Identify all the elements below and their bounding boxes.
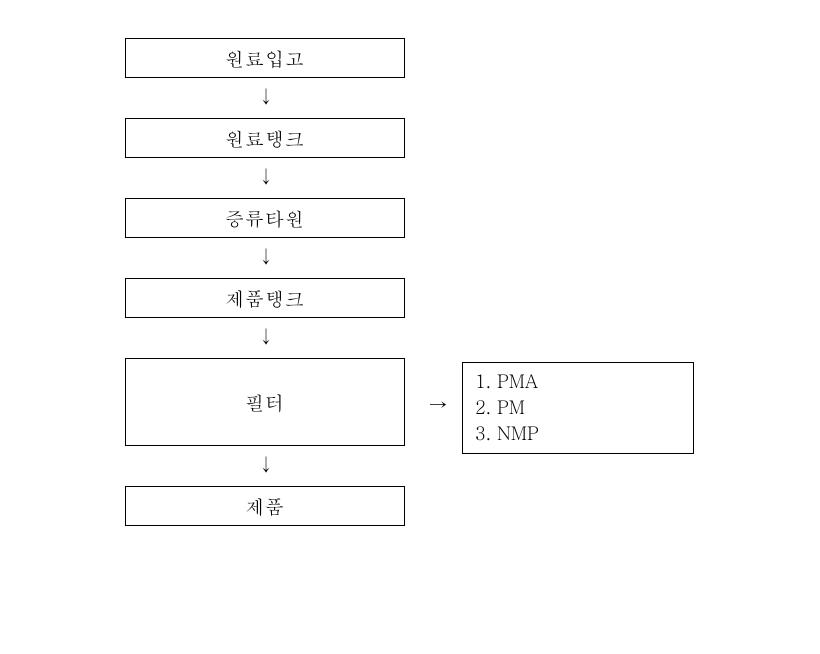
arrow-right-icon: → — [426, 392, 450, 417]
flow-node-label: 증류타원 — [225, 205, 305, 232]
arrow-down-icon: ↓ — [256, 244, 276, 269]
flow-node-raw-intake: 원료입고 — [125, 38, 405, 78]
side-list-box: 1. PMA 2. PM 3. NMP — [462, 362, 694, 454]
arrow-down-icon: ↓ — [256, 324, 276, 349]
flow-node-distillation: 증류타원 — [125, 198, 405, 238]
flow-node-label: 원료입고 — [225, 45, 305, 72]
flow-node-filter: 필터 — [125, 358, 405, 446]
side-list-item: 2. PM — [475, 395, 681, 421]
flow-node-label: 제품탱크 — [225, 285, 305, 312]
flow-node-label: 필터 — [245, 389, 285, 416]
flow-node-product: 제품 — [125, 486, 405, 526]
flow-node-label: 제품 — [245, 493, 285, 520]
flow-node-product-tank: 제품탱크 — [125, 278, 405, 318]
side-list-item: 1. PMA — [475, 369, 681, 395]
arrow-down-icon: ↓ — [256, 164, 276, 189]
arrow-down-icon: ↓ — [256, 84, 276, 109]
flow-node-label: 원료탱크 — [225, 125, 305, 152]
side-list-item: 3. NMP — [475, 421, 681, 447]
arrow-down-icon: ↓ — [256, 452, 276, 477]
flow-node-raw-tank: 원료탱크 — [125, 118, 405, 158]
